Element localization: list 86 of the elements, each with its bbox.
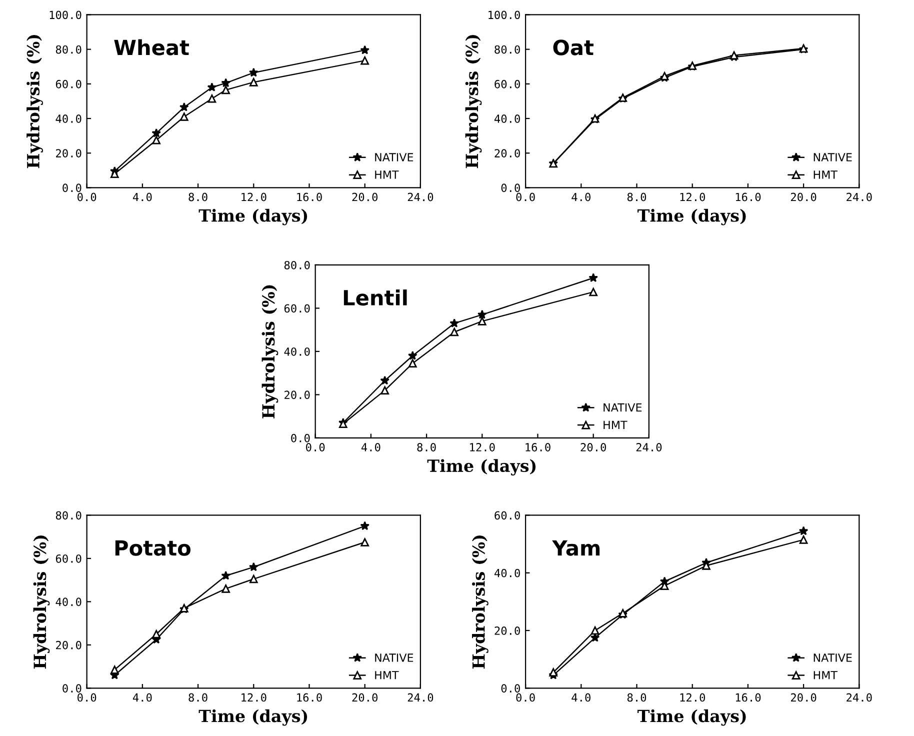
y-tick-label: 80.0 xyxy=(56,511,82,520)
text: Wheat xyxy=(114,39,189,56)
x-tick-label: 8.0 xyxy=(627,693,646,702)
y-tick-label: 100.0 xyxy=(488,10,520,20)
x-tick-label: 16.0 xyxy=(736,192,761,202)
x-tick-label: 4.0 xyxy=(572,693,590,702)
x-tick-label: 8.0 xyxy=(417,443,436,452)
x-tick-label: 0.0 xyxy=(516,693,535,702)
y-axis-title: Hydrolysis (%) xyxy=(465,35,482,168)
y-tick-label: 60.0 xyxy=(56,80,82,88)
y-tick-label: 0.0 xyxy=(291,434,310,442)
y-tick-label: 60.0 xyxy=(494,511,520,520)
x-tick-label: 8.0 xyxy=(188,693,208,702)
y-tick-label: 60.0 xyxy=(56,554,82,563)
x-tick-label: 4.0 xyxy=(132,693,152,702)
text: Potato xyxy=(115,540,190,556)
x-tick-label: 24.0 xyxy=(846,693,872,702)
x-tick-label: 12.0 xyxy=(680,693,706,702)
y-tick-label: 60.0 xyxy=(494,80,520,88)
x-tick-label: 20.0 xyxy=(791,693,816,702)
x-tick-label: 16.0 xyxy=(736,693,761,702)
text: Lentil xyxy=(344,289,407,306)
x-tick-label: 12.0 xyxy=(242,192,266,202)
x-tick-label: 12.0 xyxy=(470,443,495,452)
y-tick-label: 40.0 xyxy=(56,114,82,123)
x-axis-title: Time (days) xyxy=(427,459,536,476)
x-tick-label: 4.0 xyxy=(361,443,380,452)
text: Oat xyxy=(553,40,594,56)
x-tick-label: 8.0 xyxy=(188,192,208,202)
y-tick-label: 80.0 xyxy=(494,45,520,54)
legend-label: HMT xyxy=(375,170,399,179)
y-axis-title: Hydrolysis (%) xyxy=(26,35,43,168)
y-tick-label: 100.0 xyxy=(50,10,82,20)
y-tick-label: 0.0 xyxy=(62,684,82,693)
legend-label: HMT xyxy=(814,170,838,179)
x-axis-title: Time (days) xyxy=(198,709,308,726)
x-tick-label: 4.0 xyxy=(572,192,590,202)
x-tick-label: 0.0 xyxy=(306,443,325,452)
x-tick-label: 20.0 xyxy=(352,693,378,702)
x-tick-label: 20.0 xyxy=(580,443,606,452)
legend-label: NATIVE xyxy=(604,403,642,412)
x-tick-label: 24.0 xyxy=(636,443,662,452)
x-tick-label: 0.0 xyxy=(78,693,96,702)
y-axis-title: Hydrolysis (%) xyxy=(262,285,278,418)
x-tick-label: 12.0 xyxy=(242,693,266,702)
legend-label: NATIVE xyxy=(375,654,414,662)
y-tick-label: 20.0 xyxy=(284,390,310,400)
y-tick-label: 0.0 xyxy=(62,184,82,192)
legend-label: HMT xyxy=(375,671,399,680)
text: Yam xyxy=(552,540,600,556)
y-tick-label: 80.0 xyxy=(284,260,310,270)
x-axis-title: Time (days) xyxy=(638,709,746,726)
x-tick-label: 12.0 xyxy=(680,192,706,202)
x-tick-label: 20.0 xyxy=(791,192,816,202)
y-tick-label: 20.0 xyxy=(494,149,520,158)
y-tick-label: 80.0 xyxy=(56,45,82,54)
x-tick-label: 24.0 xyxy=(408,693,434,702)
x-tick-label: 16.0 xyxy=(297,693,322,702)
y-tick-label: 0.0 xyxy=(501,684,520,693)
y-tick-label: 40.0 xyxy=(494,114,520,123)
legend-label: NATIVE xyxy=(375,153,414,162)
x-tick-label: 8.0 xyxy=(627,192,646,202)
y-tick-label: 40.0 xyxy=(284,347,310,356)
x-tick-label: 0.0 xyxy=(516,192,535,202)
y-axis-title: Hydrolysis (%) xyxy=(472,536,488,669)
y-tick-label: 40.0 xyxy=(56,598,82,606)
x-axis-title: Time (days) xyxy=(198,208,308,226)
x-tick-label: 24.0 xyxy=(408,192,434,202)
x-tick-label: 0.0 xyxy=(78,192,96,202)
legend-label: NATIVE xyxy=(814,153,852,162)
y-axis-title: Hydrolysis (%) xyxy=(33,536,50,669)
y-tick-label: 40.0 xyxy=(494,568,520,578)
y-tick-label: 20.0 xyxy=(56,640,82,650)
y-tick-label: 20.0 xyxy=(56,149,82,158)
legend-label: HMT xyxy=(604,420,628,429)
legend-label: HMT xyxy=(814,671,838,680)
x-axis-title: Time (days) xyxy=(638,208,746,226)
x-tick-label: 16.0 xyxy=(297,192,322,202)
y-tick-label: 0.0 xyxy=(501,184,520,192)
x-tick-label: 4.0 xyxy=(132,192,152,202)
legend-label: NATIVE xyxy=(814,654,852,662)
x-tick-label: 16.0 xyxy=(526,443,550,452)
x-tick-label: 24.0 xyxy=(846,192,872,202)
x-tick-label: 20.0 xyxy=(352,192,378,202)
y-tick-label: 60.0 xyxy=(284,304,310,313)
y-tick-label: 20.0 xyxy=(494,626,520,635)
